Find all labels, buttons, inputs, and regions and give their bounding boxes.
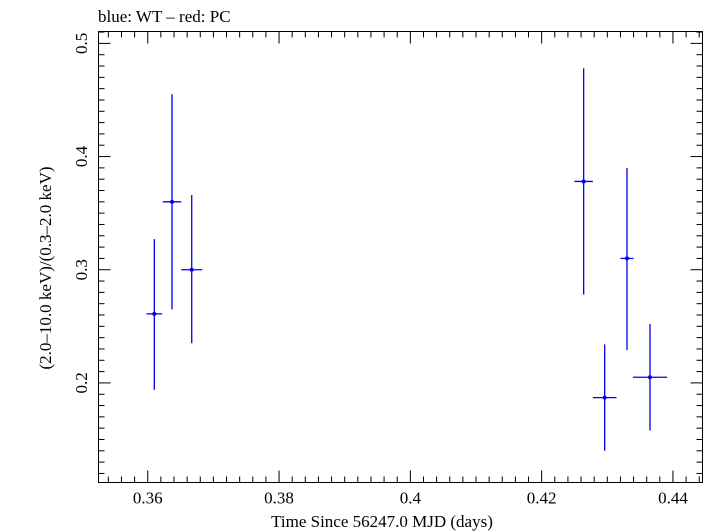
point-marker [170, 199, 175, 204]
data-point [181, 195, 203, 344]
data-point [632, 324, 668, 431]
x-axis-ticks [107, 31, 700, 483]
x-tick-label: 0.38 [264, 489, 294, 508]
data-point [592, 344, 617, 451]
data-point [162, 94, 182, 310]
y-tick-label: 0.2 [72, 372, 91, 393]
x-tick-label: 0.4 [400, 489, 422, 508]
x-tick-label: 0.36 [133, 489, 163, 508]
point-marker [602, 395, 607, 400]
data-points [146, 68, 668, 451]
point-marker [647, 375, 652, 380]
x-axis-label: Time Since 56247.0 MJD (days) [271, 512, 493, 531]
point-marker [581, 179, 586, 184]
data-point [620, 167, 634, 351]
y-axis-tick-labels: 0.2 0.3 0.4 0.5 [72, 33, 91, 394]
chart-title: blue: WT – red: PC [98, 7, 231, 26]
y-tick-label: 0.4 [72, 145, 91, 167]
y-axis-ticks [98, 31, 703, 474]
data-point [146, 239, 163, 390]
point-marker [625, 256, 629, 261]
data-point [574, 68, 593, 295]
x-axis-tick-labels: 0.36 0.38 0.4 0.42 0.44 [133, 489, 688, 508]
y-tick-label: 0.3 [72, 259, 91, 280]
y-axis-label: (2.0–10.0 keV)/(0.3–2.0 keV) [36, 166, 55, 369]
x-tick-label: 0.44 [658, 489, 688, 508]
point-marker [189, 267, 194, 272]
x-tick-label: 0.42 [527, 489, 557, 508]
plot-frame [98, 31, 703, 483]
y-tick-label: 0.5 [72, 33, 91, 54]
point-marker [152, 311, 157, 316]
